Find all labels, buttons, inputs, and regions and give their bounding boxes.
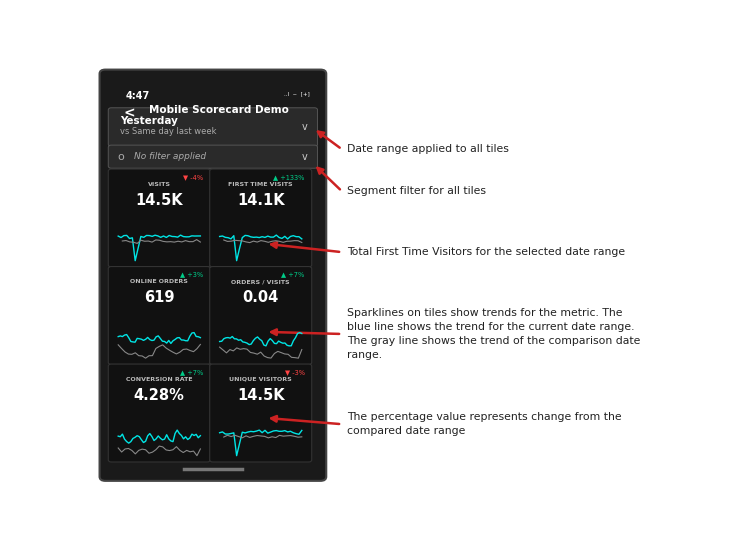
Text: ..l  ~  [+]: ..l ~ [+] (284, 92, 310, 96)
Text: ONLINE ORDERS: ONLINE ORDERS (130, 279, 188, 284)
Text: ▼ -4%: ▼ -4% (183, 174, 203, 180)
FancyBboxPatch shape (108, 364, 210, 462)
FancyBboxPatch shape (108, 108, 317, 147)
Text: vs Same day last week: vs Same day last week (120, 126, 217, 136)
Text: Yesterday: Yesterday (120, 116, 178, 126)
Text: Mobile Scorecard Demo: Mobile Scorecard Demo (148, 105, 289, 115)
Text: ▲ +3%: ▲ +3% (180, 271, 203, 277)
FancyBboxPatch shape (210, 267, 312, 365)
Text: ▼ -3%: ▼ -3% (285, 369, 304, 375)
Text: 4.28%: 4.28% (134, 388, 184, 403)
Text: 619: 619 (144, 290, 175, 305)
FancyBboxPatch shape (108, 169, 210, 267)
FancyBboxPatch shape (108, 145, 317, 168)
FancyBboxPatch shape (210, 364, 312, 462)
Text: VISITS: VISITS (148, 181, 171, 186)
Text: Sparklines on tiles show trends for the metric. The
blue line shows the trend fo: Sparklines on tiles show trends for the … (346, 308, 640, 360)
Text: Segment filter for all tiles: Segment filter for all tiles (346, 186, 485, 196)
Text: Total First Time Visitors for the selected date range: Total First Time Visitors for the select… (346, 247, 625, 257)
Text: ▲ +7%: ▲ +7% (180, 369, 203, 375)
Text: v: v (302, 152, 307, 162)
Text: 14.1K: 14.1K (237, 193, 284, 208)
Text: 4:47: 4:47 (126, 92, 150, 101)
Text: o: o (118, 152, 124, 162)
FancyBboxPatch shape (108, 267, 210, 365)
Text: Date range applied to all tiles: Date range applied to all tiles (346, 144, 508, 154)
Text: <: < (124, 106, 136, 120)
FancyBboxPatch shape (210, 169, 312, 267)
Text: CONVERSION RATE: CONVERSION RATE (126, 377, 193, 382)
Text: ▲ +7%: ▲ +7% (281, 271, 304, 277)
Text: No filter applied: No filter applied (134, 152, 206, 161)
Text: v: v (302, 122, 307, 132)
Text: ORDERS / VISITS: ORDERS / VISITS (232, 279, 290, 284)
Text: 14.5K: 14.5K (136, 193, 183, 208)
FancyBboxPatch shape (100, 70, 326, 481)
Text: FIRST TIME VISITS: FIRST TIME VISITS (229, 181, 293, 186)
Text: The percentage value represents change from the
compared date range: The percentage value represents change f… (346, 412, 621, 436)
Text: 0.04: 0.04 (242, 290, 279, 305)
Text: 14.5K: 14.5K (237, 388, 284, 403)
Text: ▲ +133%: ▲ +133% (273, 174, 304, 180)
Text: UNIQUE VISITORS: UNIQUE VISITORS (230, 377, 292, 382)
